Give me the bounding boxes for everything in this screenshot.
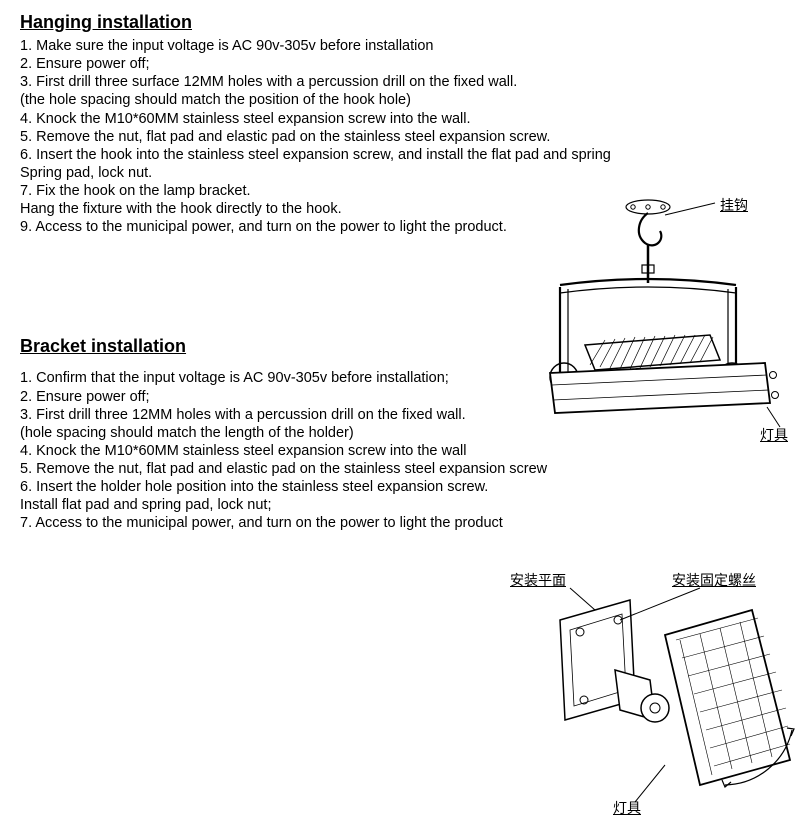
s1-line: 3. First drill three surface 12MM holes … [20, 73, 788, 91]
s2-line: 5. Remove the nut, flat pad and elastic … [20, 460, 788, 478]
s2-line: 7. Access to the municipal power, and tu… [20, 514, 788, 532]
hook-label: 挂钩 [720, 195, 748, 215]
hanging-heading: Hanging installation [20, 12, 788, 33]
s1-line: 2. Ensure power off; [20, 55, 788, 73]
s1-line: 6. Insert the hook into the stainless st… [20, 146, 788, 164]
screw-label: 安装固定螺丝 [672, 570, 756, 590]
s1-line: Spring pad, lock nut. [20, 164, 788, 182]
bracket-diagram [500, 580, 800, 815]
plane-label: 安装平面 [510, 570, 566, 590]
lamp-label-1: 灯具 [760, 425, 788, 445]
s1-line: 5. Remove the nut, flat pad and elastic … [20, 128, 788, 146]
hanging-diagram [530, 195, 790, 435]
s1-line: 1. Make sure the input voltage is AC 90v… [20, 37, 788, 55]
s2-line: Install flat pad and spring pad, lock nu… [20, 496, 788, 514]
s1-line: 4. Knock the M10*60MM stainless steel ex… [20, 110, 788, 128]
s2-line: 6. Insert the holder hole position into … [20, 478, 788, 496]
lamp-label-2: 灯具 [613, 798, 641, 818]
s2-line: 4. Knock the M10*60MM stainless steel ex… [20, 442, 788, 460]
s1-line: (the hole spacing should match the posit… [20, 91, 788, 109]
